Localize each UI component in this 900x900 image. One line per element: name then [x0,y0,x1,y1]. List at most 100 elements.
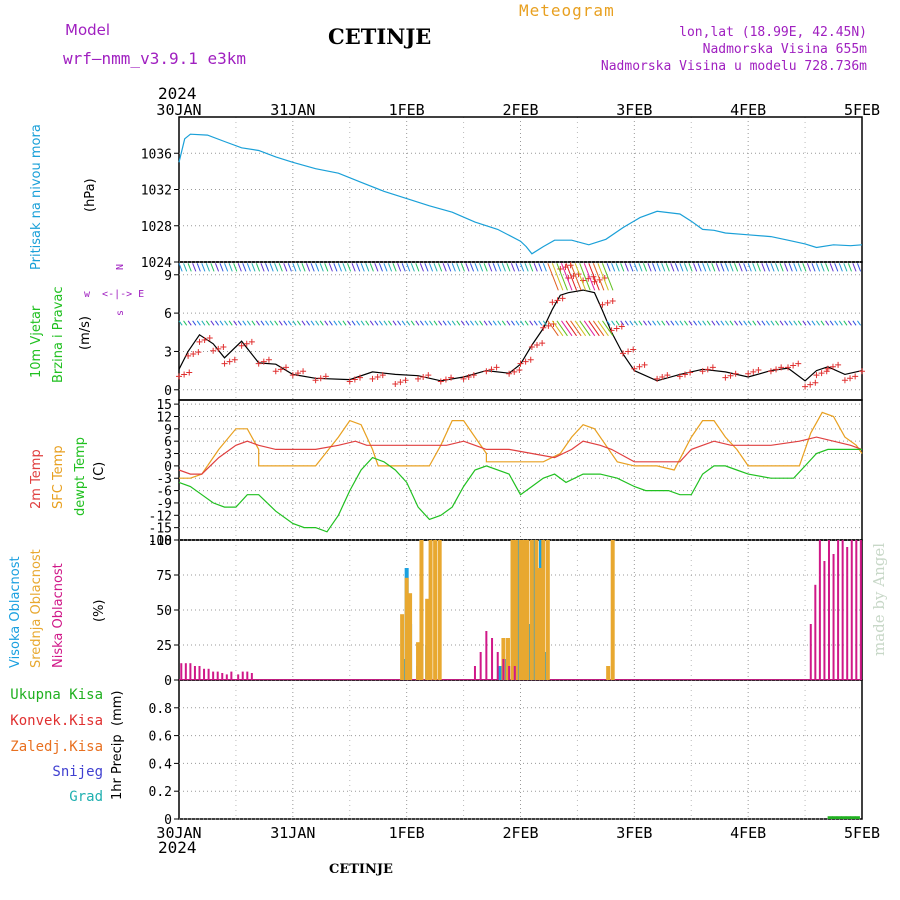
wind-gust-marker [813,372,820,379]
wind-barb [724,263,730,272]
wind-gust-marker [807,381,814,388]
wind-barb [806,320,811,326]
wind-barb [483,263,488,272]
temp-y-tick-label: 3 [164,448,172,463]
wind-barb [383,263,388,272]
wind-gust-marker [220,343,227,350]
cloud-bar-low [818,540,821,680]
wind-gust-marker [609,297,616,304]
dewpoint-line [178,448,862,533]
wind-barb [347,320,352,326]
wind-gust-marker [812,379,819,386]
wind-gust-marker [522,358,529,365]
wind-gust-marker [186,369,193,376]
wind-barb [438,263,443,272]
wind-barb [283,320,288,326]
wind-barb [574,320,587,337]
wind-barb [369,263,374,272]
wind-barb [205,263,210,272]
cloud-bar-mid [541,540,546,680]
wind-gust-marker [659,374,666,380]
cloud-bar-mid [510,540,515,680]
wind-barb [501,263,506,272]
wind-barb [187,263,192,272]
wind-barb [857,320,862,326]
pressure-y-tick-label: 1024 [141,256,172,271]
wind-speed-line [178,289,863,382]
wind-barb [397,263,402,272]
cloud-bar-low [221,673,224,680]
wind-barb [665,320,670,326]
wind-barb [228,263,233,272]
wind-barb [715,320,720,326]
wind-gust-marker [277,366,284,373]
wind-barb [747,320,752,326]
year-top: 2024 [158,84,197,103]
wind-barb [570,263,582,291]
wind-barb [852,263,857,272]
cloud-bar-low [246,671,249,680]
wind-barb [278,320,283,326]
wind-barb [488,263,493,272]
wind-gust-marker [317,375,324,382]
cloud-bar-low [491,638,494,680]
wind-barb [679,263,684,272]
wind-gust-marker [201,336,208,343]
wind-barb [656,320,661,326]
wind-barb [702,263,707,272]
wind-barb [301,263,306,272]
x-tick-label-bottom: 2FEB [502,824,538,842]
wind-barb [638,320,643,326]
wind-gust-marker [852,373,859,380]
wind-barb [397,320,402,326]
wind-barb [765,320,770,326]
wind-barb [419,320,424,326]
wind-barb [438,320,443,326]
wind-barb [711,320,716,326]
wind-gust-marker [750,368,757,375]
wind-barb [383,320,388,326]
wind-barb [401,320,406,326]
wind-barb [447,263,452,272]
footer-station: CETINJE [329,862,393,877]
model-label: Model [65,21,111,39]
wind-gust-marker [559,295,566,302]
wind-barb [647,263,652,272]
cloud-bar-high [532,540,537,680]
wind-barb [460,263,465,272]
wind-gust-marker [221,360,228,367]
cloud-bar-high [498,666,503,680]
wind-barb [715,263,720,272]
cloud-bar-low [250,673,253,680]
cloud-bar-low [809,624,812,680]
wind-gust-marker [460,375,467,382]
cloud-bar-high [543,652,548,680]
cloud-bar-mid [400,614,405,680]
wind-barb [743,320,748,326]
wind-gust-marker [527,356,534,363]
wind-barb [565,263,577,291]
wind-barb [201,320,206,326]
cloud-bar-low [473,666,476,680]
station-title: CETINJE [328,24,432,49]
wind-barb [529,320,534,326]
wind-barb [315,320,320,326]
wind-barb [597,263,609,291]
wind-gust-marker [704,366,711,373]
cloud-bar-low [237,674,240,680]
cloud-bar-mid [534,540,539,680]
precip-bar [854,816,860,819]
wind-gust-marker [687,369,694,376]
elevation-text: Nadmorska Visina 655m [702,42,867,57]
wind-barb [219,320,224,326]
wind-barb [351,263,356,272]
wind-barb [838,320,843,326]
wind-barb [228,320,233,326]
wind-barb [214,263,220,272]
cloud-bar-mid [525,540,530,680]
wind-barb [633,263,638,272]
wind-barb [465,320,470,326]
cloud-bar-low [193,666,196,680]
wind-barb [433,320,438,326]
wind-barb [469,263,475,272]
